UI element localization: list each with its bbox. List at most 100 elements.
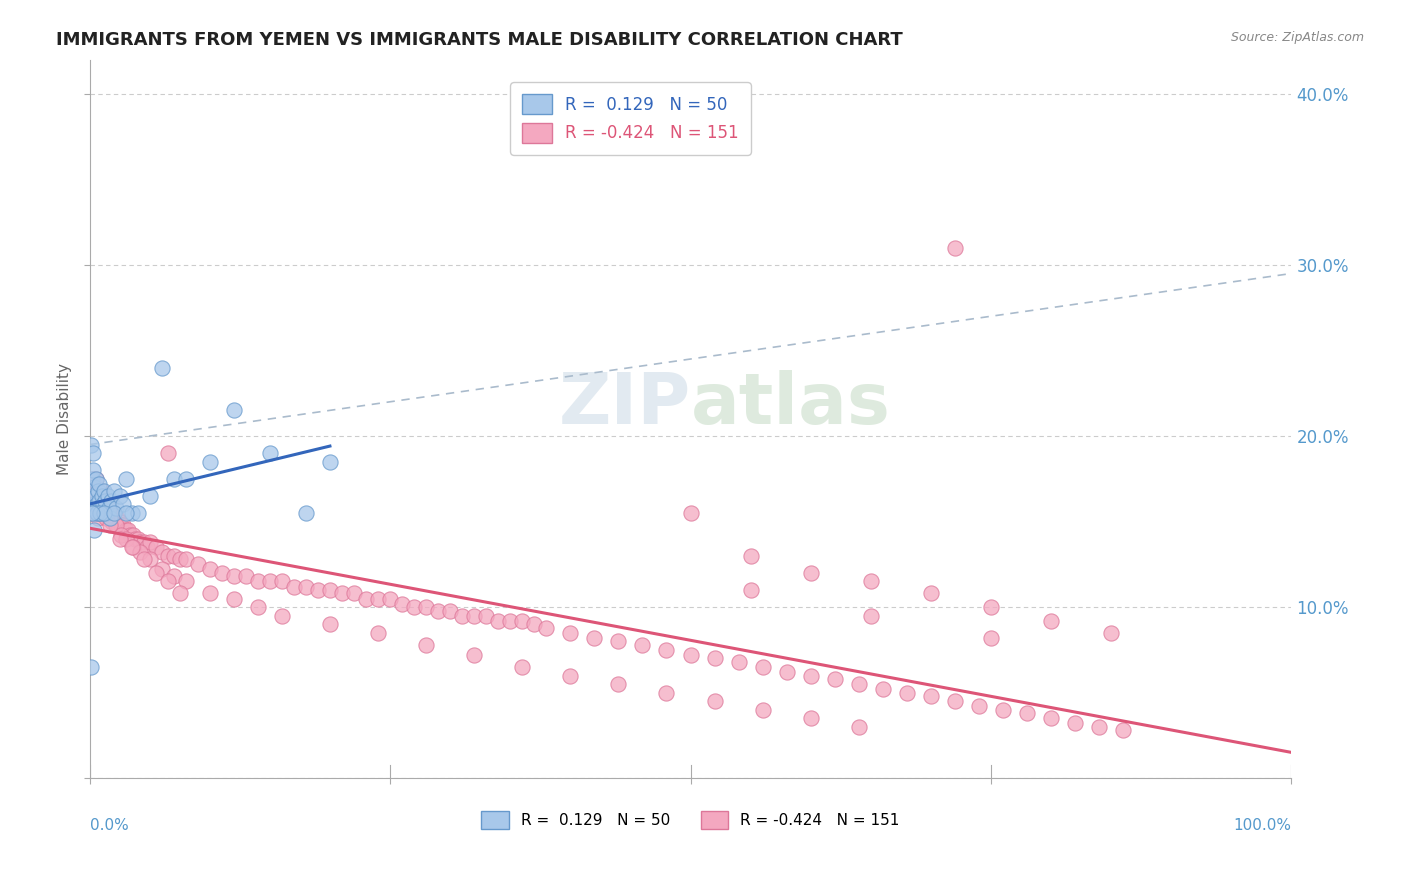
Point bbox=[89, 494, 111, 508]
Point bbox=[270, 608, 292, 623]
Text: 0.0%: 0.0% bbox=[90, 818, 128, 833]
Point bbox=[98, 500, 121, 515]
Point bbox=[378, 591, 401, 606]
Point bbox=[121, 540, 143, 554]
Point bbox=[87, 483, 110, 498]
Point bbox=[163, 549, 186, 563]
Point bbox=[1015, 706, 1038, 721]
Point bbox=[991, 703, 1014, 717]
Point bbox=[163, 569, 186, 583]
Point bbox=[132, 552, 155, 566]
Point bbox=[80, 483, 103, 498]
Point bbox=[90, 483, 112, 498]
Point bbox=[100, 494, 122, 508]
Point bbox=[943, 694, 966, 708]
Point bbox=[246, 600, 269, 615]
Point bbox=[560, 625, 582, 640]
Point bbox=[87, 511, 110, 525]
Point bbox=[80, 477, 103, 491]
Point bbox=[110, 518, 132, 533]
Point bbox=[510, 660, 533, 674]
Point bbox=[295, 506, 318, 520]
Point bbox=[112, 518, 135, 533]
Point bbox=[86, 498, 108, 512]
Point bbox=[198, 562, 221, 576]
Point bbox=[80, 489, 103, 503]
Point bbox=[235, 569, 257, 583]
Point bbox=[98, 518, 121, 533]
Point bbox=[463, 608, 485, 623]
Point bbox=[367, 625, 389, 640]
Point bbox=[307, 582, 329, 597]
Point bbox=[800, 566, 823, 580]
Point bbox=[86, 506, 108, 520]
Point bbox=[91, 500, 114, 515]
Point bbox=[283, 580, 305, 594]
Point bbox=[499, 614, 522, 628]
Point bbox=[740, 549, 762, 563]
Point bbox=[1099, 625, 1122, 640]
Point bbox=[1112, 723, 1135, 738]
Point bbox=[145, 540, 167, 554]
Point bbox=[896, 686, 918, 700]
Point bbox=[127, 506, 149, 520]
Point bbox=[83, 480, 105, 494]
Point bbox=[84, 489, 107, 503]
Point bbox=[174, 552, 197, 566]
Point bbox=[80, 437, 103, 451]
Point bbox=[120, 528, 142, 542]
Point bbox=[138, 552, 160, 566]
Point bbox=[98, 511, 121, 525]
Point bbox=[319, 617, 342, 632]
Point bbox=[631, 638, 654, 652]
Point bbox=[943, 241, 966, 255]
Point bbox=[920, 689, 942, 703]
Point bbox=[402, 600, 425, 615]
Point bbox=[679, 506, 702, 520]
Text: atlas: atlas bbox=[690, 370, 890, 439]
Point bbox=[83, 498, 105, 512]
Point bbox=[174, 472, 197, 486]
Point bbox=[80, 472, 103, 486]
Point bbox=[82, 472, 104, 486]
Point bbox=[319, 582, 342, 597]
Point bbox=[84, 500, 107, 515]
Point bbox=[97, 500, 120, 515]
Point bbox=[94, 506, 117, 520]
Point bbox=[86, 489, 108, 503]
Point bbox=[93, 498, 115, 512]
Point bbox=[800, 711, 823, 725]
Point bbox=[90, 489, 112, 503]
Point bbox=[367, 591, 389, 606]
Text: ZIP: ZIP bbox=[558, 370, 690, 439]
Point bbox=[132, 535, 155, 549]
Point bbox=[222, 591, 245, 606]
Point bbox=[967, 699, 990, 714]
Point bbox=[523, 617, 546, 632]
Point bbox=[94, 494, 117, 508]
Point bbox=[83, 523, 105, 537]
Point bbox=[727, 655, 749, 669]
Point bbox=[222, 569, 245, 583]
Text: Source: ZipAtlas.com: Source: ZipAtlas.com bbox=[1230, 31, 1364, 45]
Point bbox=[104, 515, 127, 529]
Point bbox=[679, 648, 702, 662]
Point bbox=[169, 552, 191, 566]
Point bbox=[1040, 711, 1063, 725]
Point bbox=[108, 489, 131, 503]
Legend: R =  0.129   N = 50, R = -0.424   N = 151: R = 0.129 N = 50, R = -0.424 N = 151 bbox=[475, 805, 905, 835]
Point bbox=[1088, 720, 1111, 734]
Point bbox=[319, 455, 342, 469]
Point bbox=[391, 597, 413, 611]
Point bbox=[427, 603, 450, 617]
Point bbox=[136, 540, 159, 554]
Point bbox=[156, 549, 179, 563]
Point bbox=[108, 515, 131, 529]
Point bbox=[89, 477, 111, 491]
Point bbox=[104, 500, 127, 515]
Point bbox=[607, 677, 630, 691]
Text: 100.0%: 100.0% bbox=[1233, 818, 1292, 833]
Point bbox=[560, 668, 582, 682]
Point bbox=[96, 511, 118, 525]
Point bbox=[84, 472, 107, 486]
